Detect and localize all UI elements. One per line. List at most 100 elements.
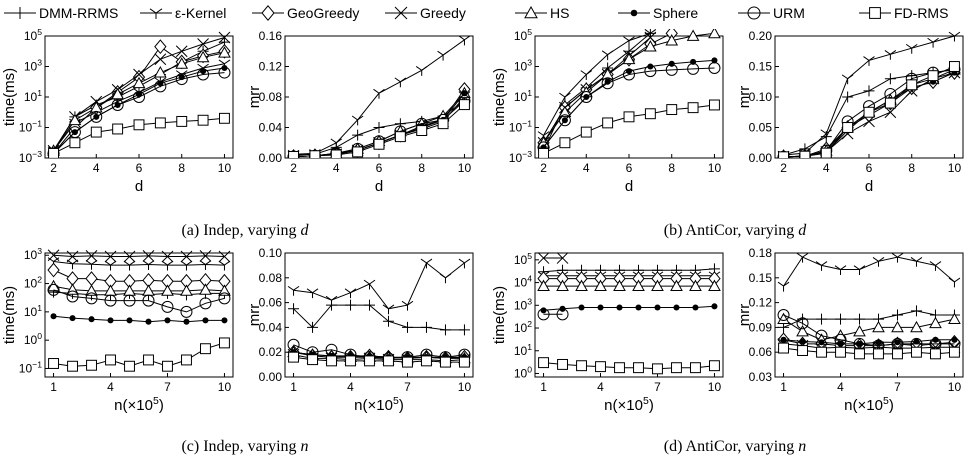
data-point xyxy=(578,304,585,311)
data-point xyxy=(948,31,961,42)
data-point xyxy=(949,346,960,358)
data-point xyxy=(777,309,790,321)
legend-label: GeoGreedy xyxy=(287,5,359,21)
data-point xyxy=(133,91,145,103)
data-point xyxy=(891,309,903,321)
legend-marker-dot-icon xyxy=(630,9,638,17)
x-axis-label: n(×105) xyxy=(604,395,654,414)
data-point xyxy=(437,50,449,61)
data-point xyxy=(143,354,154,366)
data-point xyxy=(175,45,188,58)
series-line xyxy=(53,261,225,266)
data-point xyxy=(307,354,318,366)
series-line xyxy=(543,305,715,311)
series-line xyxy=(783,318,955,341)
data-point xyxy=(132,76,146,89)
data-point xyxy=(330,147,343,158)
legend-item-hs: HS xyxy=(515,5,569,21)
series-fd-rms xyxy=(288,351,470,368)
y-tick-label: 0.05 xyxy=(749,121,773,135)
series-line xyxy=(53,342,225,367)
x-tick-label: 7 xyxy=(654,380,661,394)
data-point xyxy=(142,250,155,262)
data-point xyxy=(69,315,76,322)
data-point xyxy=(692,304,699,311)
data-point xyxy=(199,283,212,295)
caption-b-label: (b) AntiCor, varying xyxy=(663,222,795,239)
data-point xyxy=(854,348,865,360)
plot-area xyxy=(47,31,231,158)
data-point xyxy=(891,252,904,263)
data-point xyxy=(104,250,117,263)
data-point xyxy=(326,355,337,367)
x-tick-label: 4 xyxy=(597,380,604,394)
series-fd-rms xyxy=(48,112,230,158)
legend-marker-tri_down-icon xyxy=(149,8,163,19)
series-line xyxy=(293,354,465,362)
data-point xyxy=(288,303,300,315)
data-point xyxy=(671,362,682,374)
series-fd-rms xyxy=(538,99,720,158)
y-tick-label: 0.00 xyxy=(749,151,773,165)
data-point xyxy=(842,122,854,133)
data-point xyxy=(394,131,406,143)
data-point xyxy=(107,317,114,324)
data-point xyxy=(558,105,572,118)
x-axis-label: d xyxy=(135,178,143,195)
y-tick-label: 0.06 xyxy=(749,345,773,359)
plot-area xyxy=(287,35,471,158)
legend: DMM-RRMS ε-Kernel GeoGreedy Greedy HS Sphere U… xyxy=(4,5,948,21)
y-tick-label: 101 xyxy=(24,303,42,319)
y-tick-label: 0.18 xyxy=(749,246,773,260)
data-point xyxy=(652,363,663,375)
data-point xyxy=(932,336,939,343)
data-point xyxy=(556,279,569,291)
data-point xyxy=(709,360,720,372)
y-tick-label: 104 xyxy=(514,274,532,290)
chart-b-time: 10−3 10−1 101 103 105 2 4 6 8 10 d time(ms) xyxy=(491,27,724,195)
data-point xyxy=(175,57,189,69)
x-tick-label: 10 xyxy=(218,380,232,394)
chart-a-mrr: 0.00 0.04 0.08 0.12 0.16 2 4 6 8 10 d mrr xyxy=(246,29,474,195)
data-point xyxy=(910,305,922,317)
data-point xyxy=(145,318,152,325)
data-point xyxy=(48,147,59,158)
data-point xyxy=(344,288,357,299)
caption-a-label: (a) Indep, varying xyxy=(181,222,297,239)
y-tick-label: 0.09 xyxy=(749,320,773,334)
x-tick-label: 6 xyxy=(866,161,873,175)
data-point xyxy=(796,325,809,337)
data-point xyxy=(287,285,300,296)
data-point xyxy=(613,279,626,291)
series-line xyxy=(783,310,955,328)
data-point xyxy=(111,87,124,100)
y-axis-label: time(ms) xyxy=(491,286,508,344)
data-point xyxy=(556,308,569,321)
data-point xyxy=(382,315,394,327)
series-line xyxy=(783,69,955,158)
data-point xyxy=(834,333,847,346)
data-point xyxy=(601,50,614,61)
data-point xyxy=(200,343,211,355)
data-point xyxy=(820,147,832,158)
data-point xyxy=(218,284,231,296)
x-tick-label: 4 xyxy=(107,380,114,394)
series-urm xyxy=(537,308,569,321)
data-point xyxy=(47,279,60,292)
plot-frame xyxy=(284,252,474,378)
data-point xyxy=(689,279,702,291)
caption-a: (a) Indep, varying d xyxy=(80,222,410,240)
data-point xyxy=(47,249,60,262)
data-point xyxy=(835,346,846,358)
data-point xyxy=(219,112,230,124)
data-point xyxy=(580,70,593,80)
data-point xyxy=(66,259,79,270)
data-point xyxy=(799,150,811,158)
data-point xyxy=(778,151,789,158)
data-point xyxy=(345,299,357,311)
data-point xyxy=(85,250,98,262)
x-axis-label: n(×105) xyxy=(354,395,404,414)
data-point xyxy=(644,40,657,52)
data-point xyxy=(162,360,173,372)
data-point xyxy=(66,290,79,303)
